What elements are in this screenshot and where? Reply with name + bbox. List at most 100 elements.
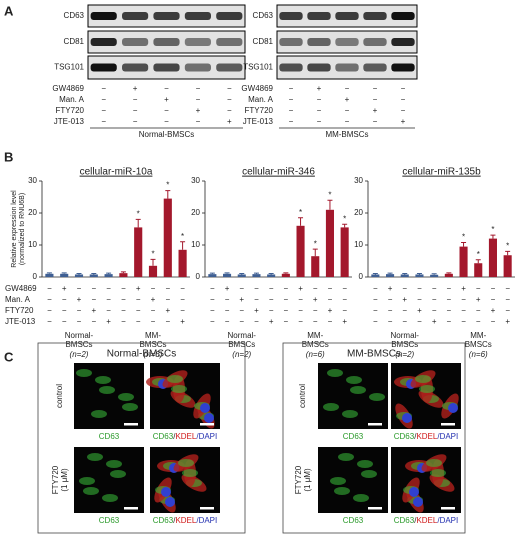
treatment-sign: − xyxy=(269,295,274,304)
treatment-sign: − xyxy=(432,295,437,304)
group-n: (n=6) xyxy=(144,350,163,359)
cell-stain xyxy=(178,459,194,467)
blot-band xyxy=(216,38,243,46)
treatment-sign: + xyxy=(461,284,466,293)
treatment-sign: − xyxy=(133,95,138,104)
bar xyxy=(208,274,217,277)
error-bar xyxy=(46,272,52,274)
treatment-sign: − xyxy=(133,106,138,115)
nucleus xyxy=(402,413,412,423)
group-label: BMSCs xyxy=(465,340,492,349)
cell-stain xyxy=(102,494,118,502)
y-tick-label: 10 xyxy=(28,240,37,249)
bar xyxy=(267,274,276,277)
treatment-sign: − xyxy=(136,317,141,326)
scale-bar xyxy=(441,423,455,426)
treatment-sign: − xyxy=(165,284,170,293)
nucleus xyxy=(413,497,423,507)
treatment-sign: − xyxy=(210,295,215,304)
treatment-sign: − xyxy=(505,295,510,304)
treatment-sign: − xyxy=(121,295,126,304)
treatment-label: FTY720 xyxy=(245,106,274,115)
treatment-sign: − xyxy=(239,284,244,293)
group-label: Normal- xyxy=(65,331,94,340)
blot-band xyxy=(279,63,303,72)
group-label: MM- xyxy=(470,331,486,340)
error-bar xyxy=(224,272,230,274)
group-label: Normal- xyxy=(228,331,257,340)
cell-stain xyxy=(334,487,350,495)
error-bar xyxy=(61,272,67,274)
blot-band xyxy=(153,38,180,46)
treatment-sign: − xyxy=(298,317,303,326)
y-tick-label: 20 xyxy=(191,208,200,217)
caption-part: KDEL xyxy=(416,516,437,525)
group-label: Normal- xyxy=(391,331,420,340)
treatment-sign: + xyxy=(136,284,141,293)
bar xyxy=(45,273,54,277)
treatment-sign: − xyxy=(432,306,437,315)
treatment-sign: − xyxy=(101,95,106,104)
treatment-sign: − xyxy=(225,295,230,304)
bar xyxy=(296,225,305,277)
treatment-sign: + xyxy=(342,317,347,326)
caption-part: KDEL xyxy=(175,516,196,525)
treatment-label: GW4869 xyxy=(241,84,273,93)
caption: CD63 xyxy=(343,516,364,525)
blot-band xyxy=(122,12,149,20)
caption: CD63/KDEL/DAPI xyxy=(153,432,218,441)
treatment-sign: + xyxy=(417,306,422,315)
treatment-sign: − xyxy=(417,284,422,293)
treatment-sign: − xyxy=(77,306,82,315)
treatment-sign: − xyxy=(432,284,437,293)
bar xyxy=(474,263,483,277)
caption: CD63 xyxy=(343,432,364,441)
error-bar xyxy=(446,272,452,274)
group-label: BMSCs xyxy=(65,340,92,349)
treatment-sign: − xyxy=(164,117,169,126)
cell-stain xyxy=(419,385,435,393)
cell-stain xyxy=(361,470,377,478)
cell-stain xyxy=(83,487,99,495)
error-bar xyxy=(283,272,289,274)
cell-stain xyxy=(171,385,187,393)
micrograph xyxy=(391,447,461,513)
treatment-sign: − xyxy=(373,295,378,304)
group-label: BMSCs xyxy=(139,340,166,349)
error-bar xyxy=(165,190,171,199)
caption-part: /DAPI xyxy=(437,516,458,525)
treatment-sign: − xyxy=(151,317,156,326)
nucleus xyxy=(448,403,458,413)
treatment-sign: − xyxy=(47,306,52,315)
treatment-sign: − xyxy=(62,317,67,326)
treatment-sign: − xyxy=(476,284,481,293)
error-bar xyxy=(180,241,186,250)
significance-mark: * xyxy=(151,250,154,259)
bar xyxy=(430,274,439,277)
treatment-sign: + xyxy=(401,117,406,126)
nucleus xyxy=(165,497,175,507)
treatment-sign: − xyxy=(373,306,378,315)
chart-title: cellular-miR-135b xyxy=(402,167,481,178)
treatment-sign: − xyxy=(101,117,106,126)
error-bar xyxy=(327,199,333,210)
blot-band xyxy=(335,12,359,20)
significance-mark: * xyxy=(314,239,317,248)
error-bar xyxy=(372,272,378,275)
caption: CD63 xyxy=(99,432,120,441)
bar xyxy=(340,227,349,277)
caption-part: / xyxy=(414,516,417,525)
treatment-sign: − xyxy=(210,284,215,293)
treatment-sign: + xyxy=(269,317,274,326)
error-bar xyxy=(342,223,348,228)
treatment-sign: + xyxy=(151,295,156,304)
error-bar xyxy=(298,217,304,226)
significance-mark: * xyxy=(181,232,184,241)
cell-stain xyxy=(118,393,134,401)
protein-label: CD81 xyxy=(253,37,274,46)
treatment-sign: − xyxy=(101,84,106,93)
treatment-sign: − xyxy=(106,295,111,304)
treatment-sign: − xyxy=(225,306,230,315)
error-bar xyxy=(150,258,156,266)
cell-stain xyxy=(369,393,385,401)
